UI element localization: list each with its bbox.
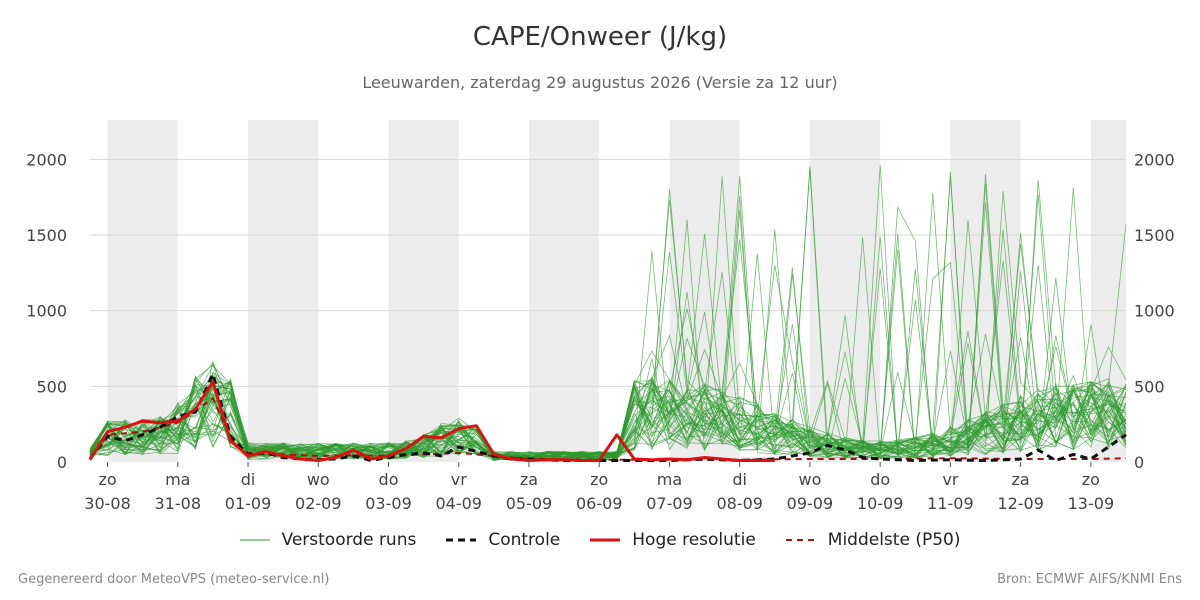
y-tick-label-left: 1500 bbox=[26, 226, 67, 245]
legend-label-p50: Middelste (P50) bbox=[827, 530, 961, 550]
x-tick-date: 10-09 bbox=[857, 494, 904, 513]
day-shade bbox=[809, 120, 881, 462]
legend-swatch-p50 bbox=[785, 539, 816, 541]
x-tick-day: wo bbox=[307, 470, 330, 489]
legend-item-p50: Middelste (P50) bbox=[785, 530, 961, 550]
legend-label-control: Controle bbox=[488, 530, 561, 550]
footer-generator: Gegenereerd door MeteoVPS (meteo-service… bbox=[18, 572, 330, 587]
legend-swatch-runs bbox=[239, 539, 270, 541]
x-tick-date: 30-08 bbox=[84, 494, 131, 513]
x-tick-date: 11-09 bbox=[927, 494, 974, 513]
x-tick-date: 06-09 bbox=[576, 494, 623, 513]
ensemble-run-line bbox=[89, 251, 1127, 461]
y-tick-label-right: 1500 bbox=[1134, 226, 1175, 245]
day-shade bbox=[107, 120, 178, 462]
x-tick-day: wo bbox=[798, 470, 821, 489]
day-shade bbox=[950, 120, 1021, 462]
x-tick-day: za bbox=[1012, 470, 1030, 489]
x-tick-day: ma bbox=[165, 470, 190, 489]
x-tick-date: 02-09 bbox=[295, 494, 342, 513]
y-tick-label-left: 2000 bbox=[26, 150, 67, 169]
chart-legend: Verstoorde runs Controle Hoge resolutie … bbox=[0, 530, 1200, 550]
x-tick-date: 04-09 bbox=[435, 494, 482, 513]
legend-item-control: Controle bbox=[446, 530, 560, 550]
y-tick-label-right: 0 bbox=[1134, 453, 1144, 472]
ensemble-run-line bbox=[89, 229, 1127, 461]
x-tick-day: do bbox=[870, 470, 890, 489]
x-tick-day: do bbox=[379, 470, 399, 489]
day-shade bbox=[528, 120, 600, 462]
x-tick-date: 31-08 bbox=[155, 494, 202, 513]
legend-swatch-control bbox=[446, 538, 477, 542]
y-tick-label-right: 1000 bbox=[1134, 302, 1175, 321]
day-shade bbox=[388, 120, 459, 462]
x-tick-day: zo bbox=[98, 470, 116, 489]
chart-title: CAPE/Onweer (J/kg) bbox=[472, 22, 728, 52]
ensemble-run-line bbox=[89, 265, 1127, 461]
x-tick-day: vr bbox=[942, 470, 958, 489]
hires-line bbox=[88, 380, 775, 462]
legend-label-runs: Verstoorde runs bbox=[281, 530, 417, 550]
x-tick-date: 08-09 bbox=[716, 494, 763, 513]
legend-label-hires: Hoge resolutie bbox=[632, 530, 756, 550]
legend-item-hires: Hoge resolutie bbox=[590, 530, 756, 550]
x-tick-date: 12-09 bbox=[997, 494, 1044, 513]
x-tick-date: 13-09 bbox=[1068, 494, 1115, 513]
x-tick-date: 01-09 bbox=[225, 494, 272, 513]
legend-swatch-hires bbox=[590, 538, 621, 542]
x-tick-day: zo bbox=[1082, 470, 1100, 489]
x-tick-day: di bbox=[732, 470, 747, 489]
x-tick-date: 03-09 bbox=[365, 494, 412, 513]
ensemble-run-line bbox=[89, 273, 1127, 460]
y-tick-label-right: 2000 bbox=[1134, 150, 1175, 169]
chart-subtitle: Leeuwarden, zaterdag 29 augustus 2026 (V… bbox=[362, 73, 838, 92]
x-tick-date: 09-09 bbox=[787, 494, 834, 513]
y-tick-label-left: 1000 bbox=[26, 302, 67, 321]
x-tick-date: 07-09 bbox=[646, 494, 693, 513]
ensemble-run-line bbox=[89, 164, 1127, 460]
footer-source: Bron: ECMWF AIFS/KNMI Ens bbox=[997, 572, 1182, 587]
x-tick-day: ma bbox=[657, 470, 682, 489]
day-shade bbox=[248, 120, 319, 462]
x-tick-day: di bbox=[241, 470, 256, 489]
y-tick-label-left: 500 bbox=[36, 377, 67, 396]
y-tick-label-left: 0 bbox=[57, 453, 67, 472]
x-tick-day: vr bbox=[451, 470, 467, 489]
y-tick-label-right: 500 bbox=[1134, 377, 1165, 396]
x-tick-date: 05-09 bbox=[506, 494, 553, 513]
x-tick-day: zo bbox=[590, 470, 608, 489]
p50-line bbox=[89, 397, 1127, 461]
ensemble-run-line bbox=[89, 299, 1127, 461]
legend-item-runs: Verstoorde runs bbox=[239, 530, 417, 550]
x-tick-day: za bbox=[520, 470, 538, 489]
